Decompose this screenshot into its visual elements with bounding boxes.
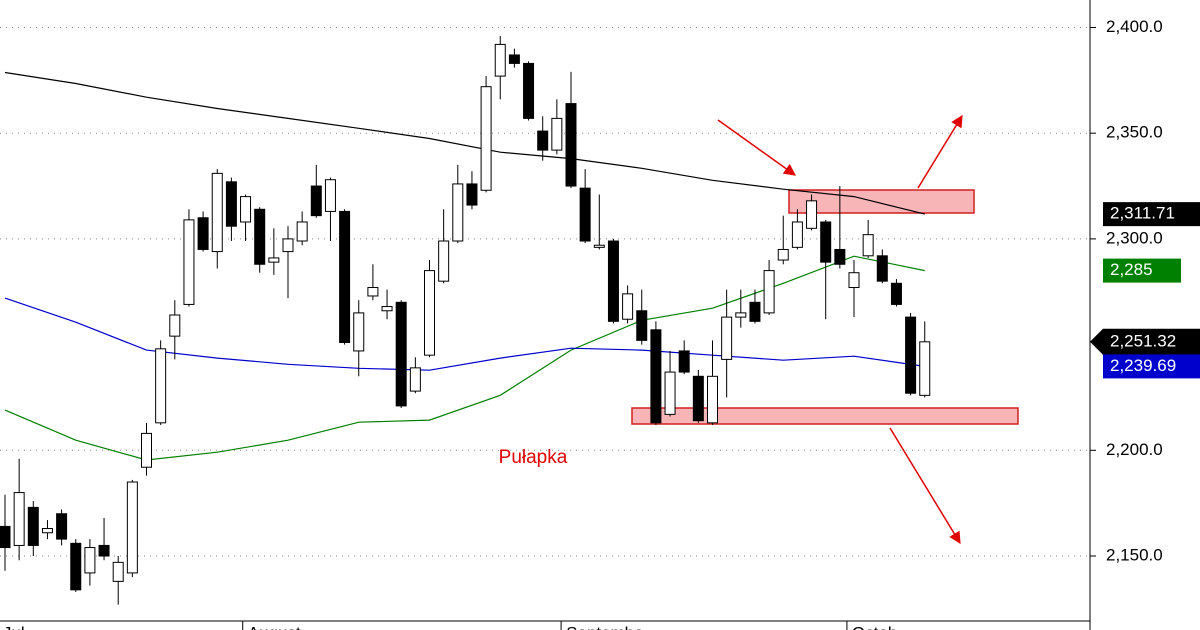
support-zone — [631, 407, 1019, 425]
y-tick-label: 2,200.0 — [1106, 440, 1163, 459]
candle-body — [763, 270, 775, 314]
candle-body — [282, 238, 294, 253]
candle-body — [452, 183, 464, 242]
candle-body — [919, 341, 931, 396]
candle-body — [13, 492, 25, 546]
candle-body — [834, 248, 846, 265]
candle-body — [41, 528, 53, 534]
candle-body — [707, 375, 718, 424]
candle-body — [438, 240, 450, 282]
candle-body — [27, 506, 39, 546]
candle-body — [466, 183, 478, 206]
candle-body — [905, 316, 917, 394]
candle-body — [622, 293, 634, 320]
x-tick-label: Jul — [3, 623, 25, 630]
candle-body — [339, 210, 351, 343]
price-tag-label: 2,239.69 — [1110, 356, 1176, 375]
candle-body — [749, 301, 761, 322]
candle-body — [169, 314, 181, 337]
candle-body — [480, 86, 492, 191]
candle-body — [296, 221, 308, 242]
resistance-zone — [788, 189, 975, 214]
candle-body — [112, 561, 124, 582]
candle-body — [777, 248, 789, 261]
candle-body — [537, 130, 549, 151]
candle-body — [254, 208, 266, 265]
candle-body — [848, 272, 860, 289]
axis-labels: 2,150.0 2,200.0 2,300.0 2,350.0 2,400.0 Jul Au… — [3, 17, 1200, 630]
price-tag — [1103, 354, 1200, 379]
candle-body — [735, 312, 747, 318]
candle-body — [367, 287, 379, 297]
price-tag — [1103, 202, 1200, 227]
candle-body — [508, 54, 520, 64]
candle-body — [310, 185, 322, 217]
price-tag — [1103, 258, 1181, 283]
grid — [0, 26, 1090, 557]
candle-body — [381, 306, 393, 312]
y-tick-label: 2,300.0 — [1106, 228, 1163, 247]
x-tick-label: August — [248, 623, 301, 630]
candle-body — [240, 196, 252, 223]
candle-body — [664, 371, 676, 415]
candle-body — [70, 542, 82, 591]
candle-body — [324, 179, 336, 212]
candle-body — [84, 547, 96, 574]
candle-body — [197, 217, 209, 250]
candle-body — [607, 240, 619, 322]
price-tag-label: 2,311.71 — [1110, 204, 1175, 223]
candle-body — [721, 316, 733, 360]
candle-body — [650, 329, 662, 424]
price-tag — [1090, 328, 1200, 355]
moving-average — [4, 255, 925, 461]
x-tick-label: Septembe — [566, 623, 644, 630]
candle-body — [593, 244, 605, 248]
candle-body — [424, 270, 435, 356]
candle-body — [791, 221, 803, 248]
candle-body — [409, 367, 421, 392]
candle-body — [98, 544, 110, 557]
price-tag-label: 2,285 — [1110, 260, 1153, 279]
x-tick-label: Octob — [852, 623, 897, 630]
annotation: Pułapka — [499, 447, 568, 468]
y-tick-label: 2,350.0 — [1106, 123, 1163, 142]
candle-body — [494, 43, 506, 77]
candle-body — [0, 525, 11, 549]
candle-body — [395, 301, 407, 407]
candle-body — [820, 221, 832, 263]
moving-average — [4, 297, 925, 371]
candle-body — [155, 348, 167, 424]
candle-body — [806, 200, 818, 229]
candle-body — [126, 481, 138, 574]
candle-body — [523, 62, 535, 119]
arrow — [917, 114, 963, 189]
arrow — [889, 427, 961, 545]
candle-body — [56, 513, 68, 540]
candle-body — [211, 172, 223, 253]
y-tick-label: 2,400.0 — [1106, 17, 1163, 36]
candle-body — [268, 257, 280, 263]
arrow — [717, 119, 796, 176]
candle-body — [579, 187, 591, 242]
candle-body — [636, 310, 648, 341]
y-tick-label: 2,150.0 — [1106, 545, 1163, 564]
plot — [0, 35, 931, 605]
candle-body — [876, 255, 888, 282]
candle-body — [692, 375, 704, 422]
candle-body — [141, 432, 152, 468]
candle-body — [862, 234, 874, 257]
candle-body — [678, 350, 690, 373]
candle-body — [565, 103, 577, 187]
candle-body — [890, 282, 902, 305]
candle-body — [353, 312, 365, 352]
price-tag-label: 2,251.32 — [1110, 331, 1176, 350]
candle-body — [183, 219, 195, 305]
candle-body — [551, 117, 563, 151]
candle-body — [225, 181, 237, 227]
moving-average — [4, 71, 925, 215]
